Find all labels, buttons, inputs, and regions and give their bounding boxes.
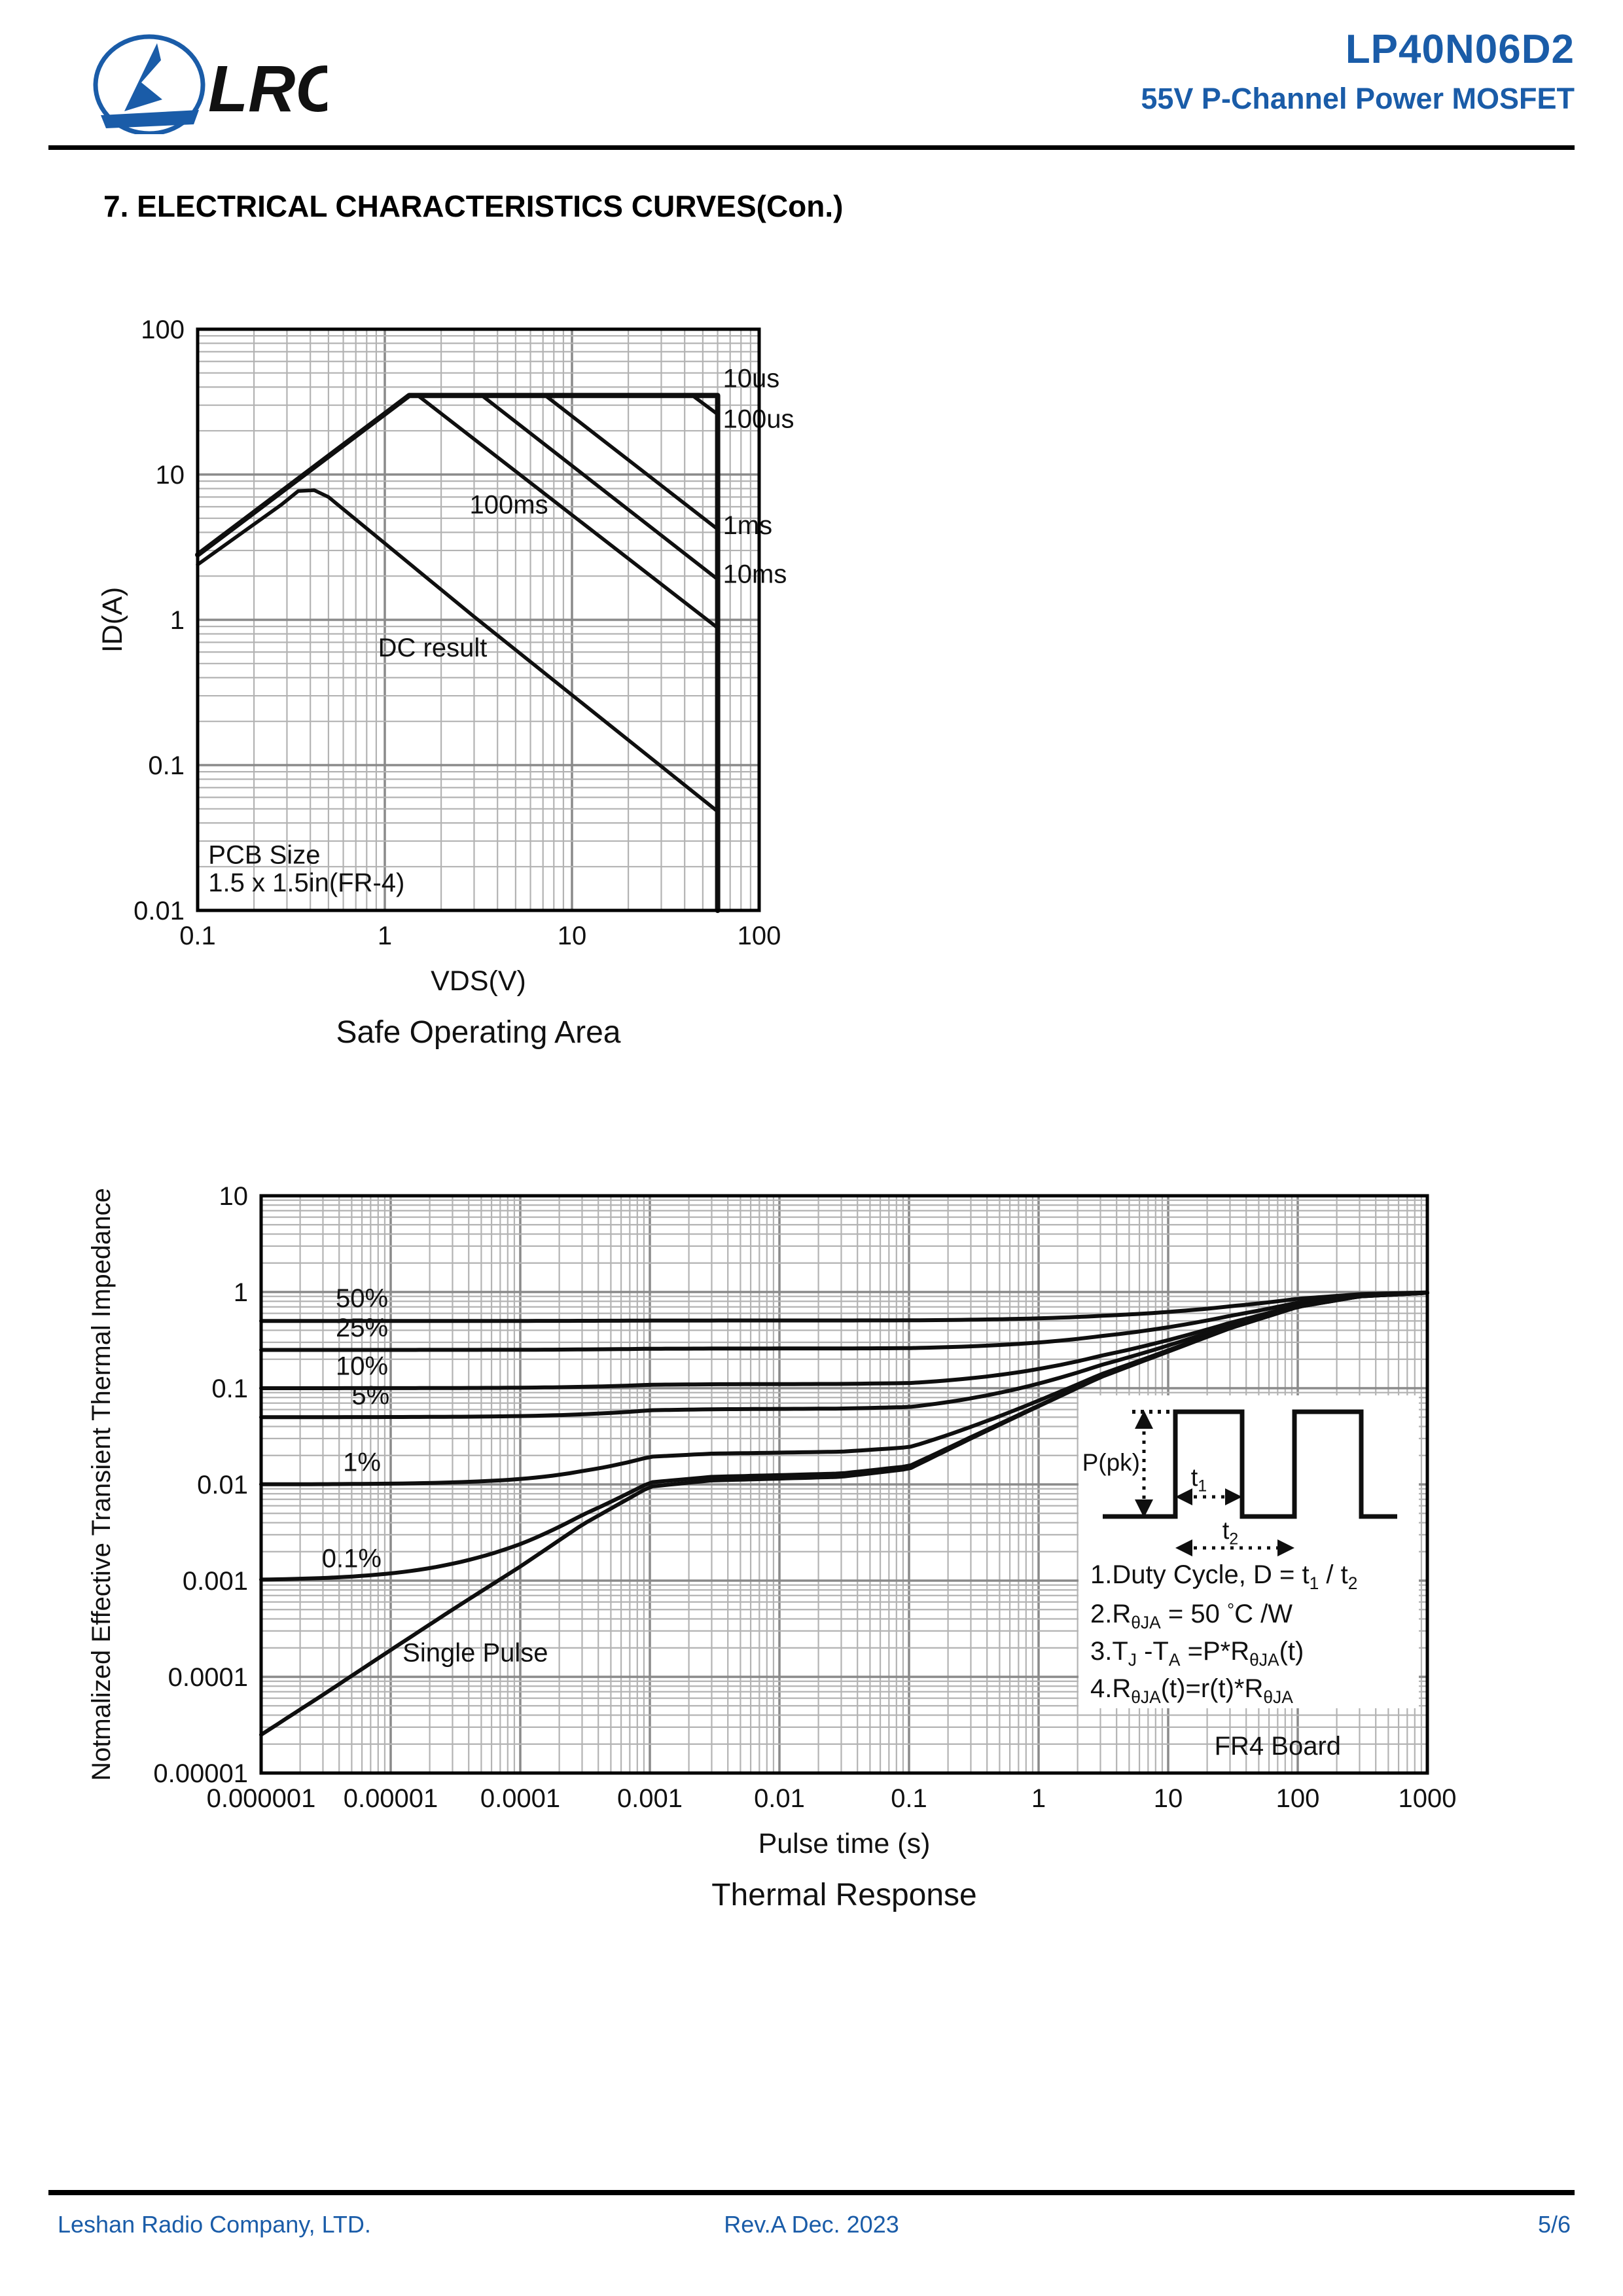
y-tick-label: 0.00001 <box>153 1759 248 1788</box>
duty-cycle-inset: P(pk) t1​ t2​ 1.Duty Cycle, D = t1​ / t2​ 2.… <box>1079 1395 1419 1708</box>
y-tick-label: 10 <box>219 1182 249 1211</box>
plot-label: 100ms <box>470 490 548 519</box>
product-name: LP40N06D2 <box>1345 27 1575 72</box>
plot-label: DC result <box>378 634 488 662</box>
y-tick-label: 1 <box>234 1278 248 1307</box>
curve-100us <box>690 393 720 416</box>
plot-label: 25% <box>336 1314 388 1342</box>
soa-chart: 10us 100us 1ms 10ms 100ms DC result PCB Size 1.… <box>39 288 916 1070</box>
x-tick-label: 100 <box>738 922 781 950</box>
x-tick-label: 1 <box>1031 1784 1046 1813</box>
lrc-logo: LRC <box>46 20 344 137</box>
header-right: LP40N06D2 55V P-Channel Power MOSFET <box>1141 26 1575 116</box>
curve-5- <box>259 1291 1429 1420</box>
logo-sail-icon <box>124 43 162 111</box>
inset-note: 2.RθJA​ = 50 °​C /W <box>1090 1600 1293 1632</box>
curve-10ms <box>480 393 720 581</box>
y-tick-label: 0.1 <box>211 1374 248 1403</box>
y-tick-label: 0.001 <box>183 1567 248 1596</box>
t1-label: t1​ <box>1191 1464 1207 1495</box>
x-tick-label: 0.00001 <box>344 1784 438 1813</box>
x-axis-title: VDS(V) <box>431 965 526 997</box>
x-tick-label: 10 <box>1154 1784 1183 1813</box>
plot-label: 1% <box>343 1448 381 1477</box>
x-tick-label: 0.001 <box>617 1784 683 1813</box>
plot-label: 10% <box>336 1352 388 1380</box>
x-tick-label: 0.01 <box>754 1784 805 1813</box>
curves <box>259 1290 1429 1737</box>
curve-25- <box>259 1291 1429 1352</box>
plot-label: 1ms <box>723 511 773 540</box>
plot-label: FR4 Board <box>1215 1732 1341 1761</box>
x-tick-label: 10 <box>558 922 587 950</box>
x-axis-title: Pulse time (s) <box>758 1828 931 1859</box>
y-tick-label: 1 <box>170 606 185 635</box>
chart-caption: Thermal Response <box>711 1878 977 1912</box>
inset-note: 1.Duty Cycle, D = t1​ / t2​ <box>1090 1560 1357 1593</box>
thermal-chart-svg: P(pk) t1​ t2​ 1.Duty Cycle, D = t1​ / t2​ 2.… <box>87 1182 1457 1912</box>
curve-10- <box>259 1291 1429 1390</box>
t2-label: t2​ <box>1222 1517 1239 1548</box>
footer-page-number: 5/6 <box>1537 2211 1571 2238</box>
footer-revision: Rev.A Dec. 2023 <box>724 2211 899 2238</box>
y-tick-label: 0.0001 <box>168 1663 248 1692</box>
footer-rule <box>48 2190 1575 2195</box>
chart-caption: Safe Operating Area <box>336 1015 621 1050</box>
curve-1ms <box>543 393 720 531</box>
inset-note: 3.TJ​ -TA​ =P*RθJA​(t) <box>1090 1637 1304 1670</box>
curve-dc <box>196 488 720 814</box>
curves <box>195 393 721 913</box>
section-title: 7. ELECTRICAL CHARACTERISTICS CURVES(Con… <box>103 189 844 223</box>
lrc-logo-icon: LRC <box>93 34 344 136</box>
x-tick-label: 0.0001 <box>480 1784 560 1813</box>
logo-circle-icon <box>93 34 205 136</box>
curve-100ms <box>416 393 720 630</box>
y-tick-label: 10 <box>156 461 185 490</box>
footer-company: Leshan Radio Company, LTD. <box>58 2211 371 2238</box>
plot-label: 10us <box>723 364 780 393</box>
plot-label: 50% <box>336 1284 388 1313</box>
x-tick-label: 0.1 <box>891 1784 927 1813</box>
y-tick-label: 0.1 <box>148 751 185 780</box>
x-tick-label: 0.000001 <box>207 1784 316 1813</box>
logo-base-icon <box>101 110 199 128</box>
inset-note: 4.RθJA​(t)=r(t)*RθJA​ <box>1090 1674 1293 1707</box>
logo-text: LRC <box>208 52 327 126</box>
plot-border <box>196 327 761 912</box>
plot-label: 10ms <box>723 560 787 588</box>
plot-border <box>259 1194 1429 1775</box>
ppk-label: P(pk) <box>1082 1449 1140 1476</box>
x-tick-label: 1000 <box>1399 1784 1457 1813</box>
thermal-response-chart: P(pk) t1​ t2​ 1.Duty Cycle, D = t1​ / t2​ 2.… <box>52 1149 1577 1977</box>
x-tick-label: 1 <box>378 922 392 950</box>
plot-label: 5% <box>351 1382 389 1410</box>
curve-50- <box>259 1290 1429 1323</box>
plot-label: 1.5 x 1.5in(FR-4) <box>208 869 404 897</box>
pulse-waveform-icon <box>1103 1409 1397 1519</box>
y-axis-title: ID(A) <box>97 587 128 653</box>
y-tick-label: 0.01 <box>134 897 185 925</box>
plot-label: 0.1% <box>322 1544 382 1573</box>
product-subtitle: 55V P-Channel Power MOSFET <box>1141 82 1575 115</box>
plot-label: PCB Size <box>208 840 320 869</box>
curve-single-pulse <box>259 1291 1429 1737</box>
y-tick-label: 100 <box>141 315 185 344</box>
plot-label: Single Pulse <box>402 1638 548 1667</box>
x-tick-label: 0.1 <box>179 922 216 950</box>
y-tick-label: 0.01 <box>197 1471 248 1499</box>
x-tick-label: 100 <box>1276 1784 1320 1813</box>
header-rule <box>48 145 1575 150</box>
curve-10us <box>195 393 721 913</box>
y-axis-title: Notmalized Effective Transient Thermal I… <box>87 1188 116 1781</box>
